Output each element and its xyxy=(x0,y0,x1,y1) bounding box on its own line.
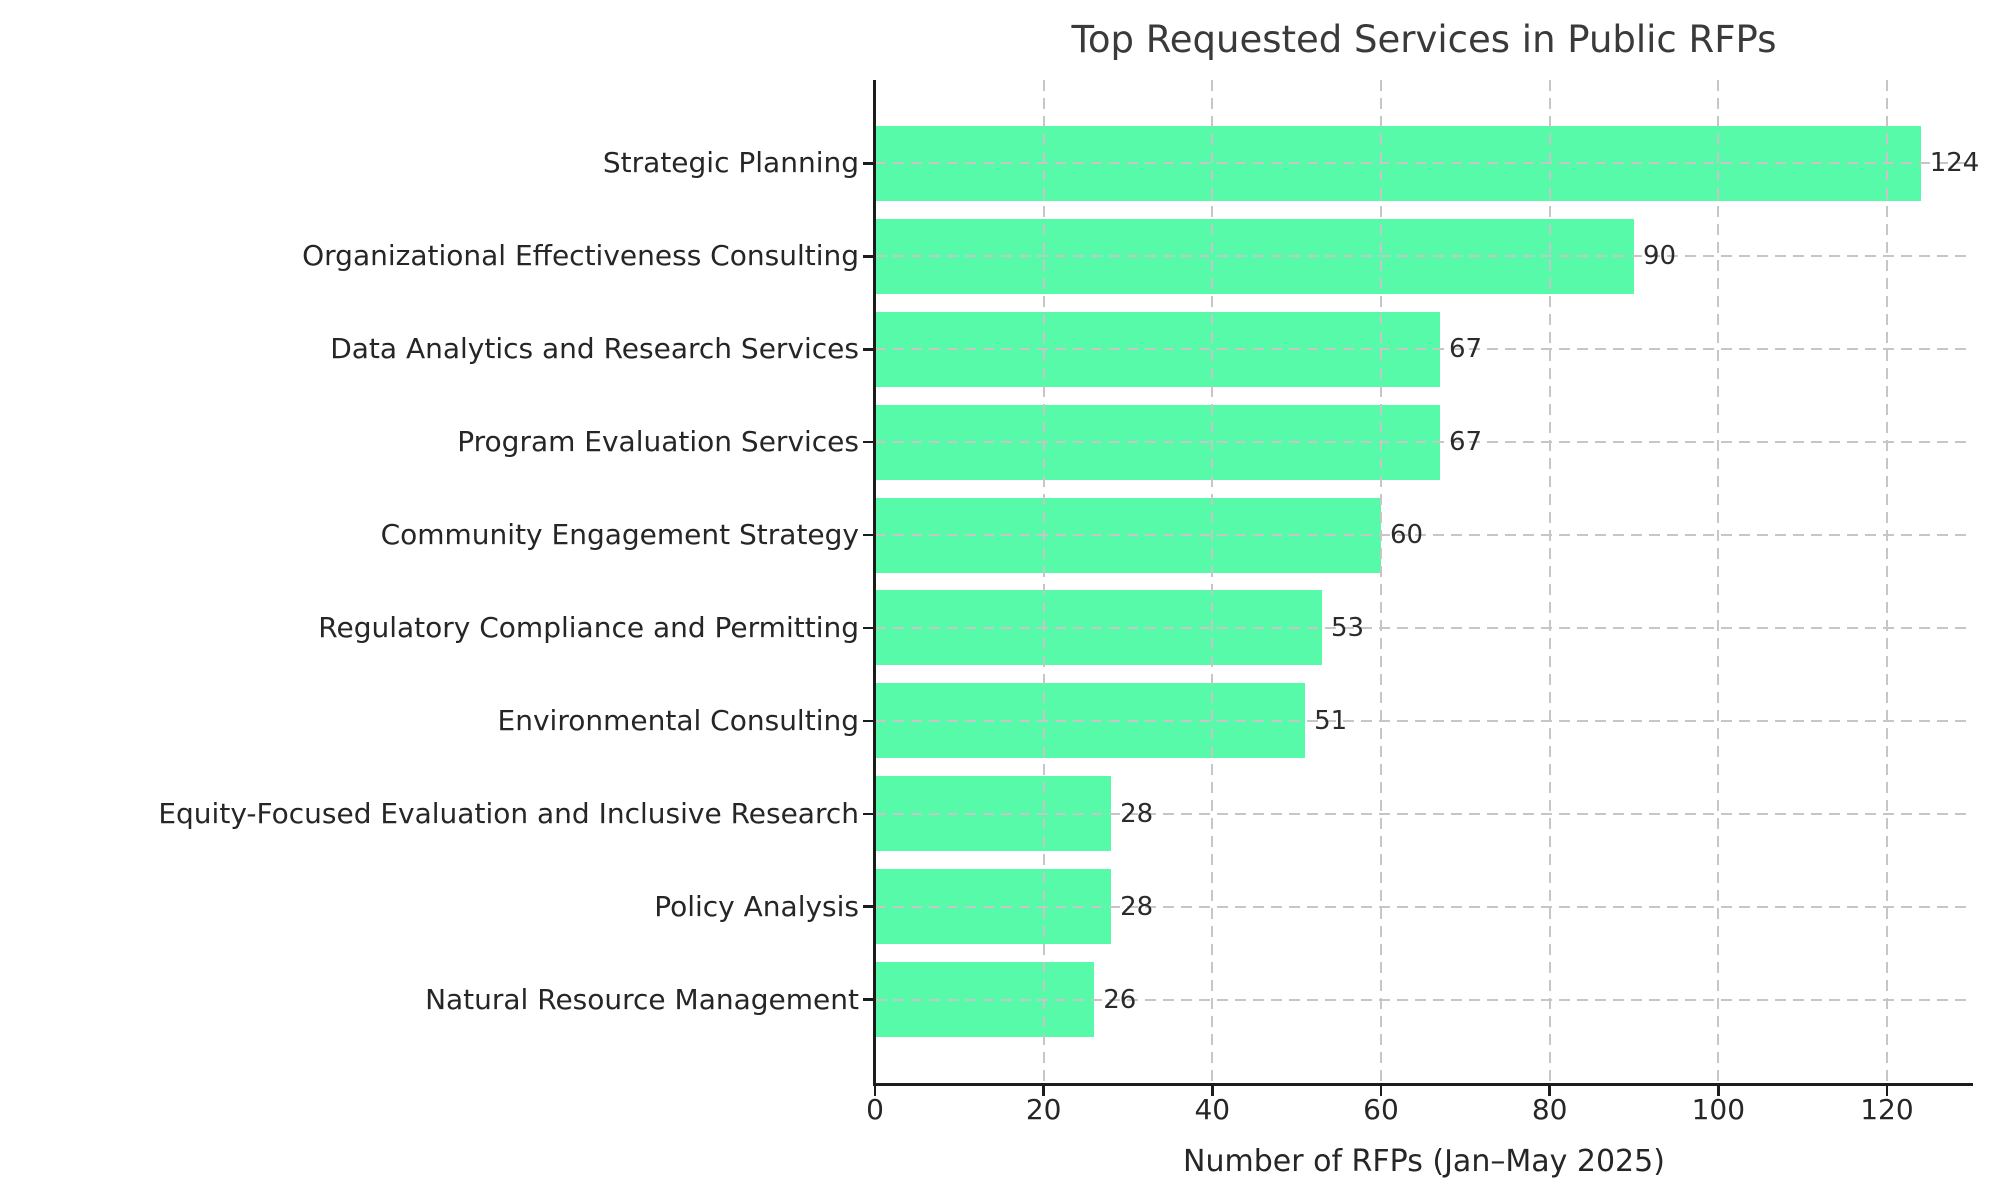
x-axis-spine xyxy=(873,1083,1973,1086)
value-label: 51 xyxy=(1314,705,1348,736)
value-label: 90 xyxy=(1642,241,1677,272)
x-tick-mark xyxy=(1717,1083,1720,1096)
value-label: 67 xyxy=(1449,334,1483,365)
category-label: Organizational Effectiveness Consulting xyxy=(302,239,859,273)
x-tick-mark xyxy=(1042,1083,1045,1096)
gridline-horizontal xyxy=(875,812,1973,815)
y-axis-category-labels: Strategic Planning Organizational Effecti… xyxy=(0,0,875,1200)
x-tick-mark xyxy=(1379,1083,1383,1096)
x-tick-label: 120 xyxy=(1860,1093,1914,1126)
category-label: Strategic Planning xyxy=(602,146,859,180)
gridline-horizontal xyxy=(875,441,1973,444)
y-tick-mark xyxy=(863,626,875,630)
category-label: Environmental Consulting xyxy=(497,703,859,737)
chart-title: Top Requested Services in Public RFPs xyxy=(1071,18,1777,61)
gridline-horizontal xyxy=(875,905,1973,908)
x-tick-label: 80 xyxy=(1531,1093,1568,1126)
y-tick-mark xyxy=(863,162,875,165)
gridline-horizontal xyxy=(875,255,1973,258)
category-label: Program Evaluation Services xyxy=(457,425,859,459)
x-tick-label: 100 xyxy=(1691,1093,1746,1126)
gridline-horizontal xyxy=(875,534,1973,537)
gridline-horizontal xyxy=(875,348,1973,351)
y-tick-mark xyxy=(863,719,875,723)
y-tick-mark xyxy=(863,440,875,444)
value-label: 124 xyxy=(1929,148,1980,179)
value-label: 28 xyxy=(1120,891,1154,922)
value-label: 67 xyxy=(1449,427,1483,458)
x-tick-label: 40 xyxy=(1194,1093,1231,1126)
y-tick-mark xyxy=(863,998,875,1001)
value-label: 28 xyxy=(1120,798,1154,829)
category-label: Natural Resource Management xyxy=(425,982,859,1016)
gridline-horizontal xyxy=(875,162,1973,165)
y-axis-spine xyxy=(873,80,876,1086)
x-tick-mark xyxy=(1211,1083,1214,1096)
value-label: 53 xyxy=(1330,612,1365,643)
gridline-vertical xyxy=(1885,80,1888,1083)
x-tick-label: 20 xyxy=(1025,1093,1062,1126)
y-tick-mark xyxy=(863,905,875,908)
y-tick-mark xyxy=(863,348,875,351)
gridline-horizontal xyxy=(875,719,1973,722)
x-tick-label: 60 xyxy=(1363,1093,1399,1126)
gridline-vertical xyxy=(1548,80,1551,1083)
y-tick-mark xyxy=(863,255,875,258)
x-tick-mark xyxy=(873,1083,877,1096)
category-label: Community Engagement Strategy xyxy=(380,517,859,551)
y-tick-mark xyxy=(863,533,875,537)
value-label: 60 xyxy=(1389,520,1424,551)
x-tick-mark xyxy=(1548,1083,1551,1096)
y-tick-mark xyxy=(863,812,875,815)
category-label: Policy Analysis xyxy=(654,889,859,923)
category-label: Data Analytics and Research Services xyxy=(330,332,859,366)
gridline-vertical xyxy=(1379,80,1382,1083)
gridline-vertical xyxy=(1042,80,1045,1083)
value-label: 26 xyxy=(1103,984,1137,1015)
x-axis-title: Number of RFPs (Jan–May 2025) xyxy=(1183,1144,1665,1179)
x-tick-mark xyxy=(1885,1083,1889,1096)
x-tick-label: 0 xyxy=(866,1093,884,1126)
gridline-vertical xyxy=(1717,80,1720,1083)
gridline-horizontal xyxy=(875,998,1973,1001)
gridline-vertical xyxy=(1211,80,1214,1083)
x-axis-tick-labels: 0 20 40 60 80 100 120 xyxy=(866,1093,1973,1136)
gridline-horizontal xyxy=(875,626,1973,629)
category-label: Equity-Focused Evaluation and Inclusive … xyxy=(158,796,859,830)
plot-area: 124 90 67 67 60 53 51 28 28 26 xyxy=(863,80,1979,1096)
category-label: Regulatory Compliance and Permitting xyxy=(318,610,859,644)
